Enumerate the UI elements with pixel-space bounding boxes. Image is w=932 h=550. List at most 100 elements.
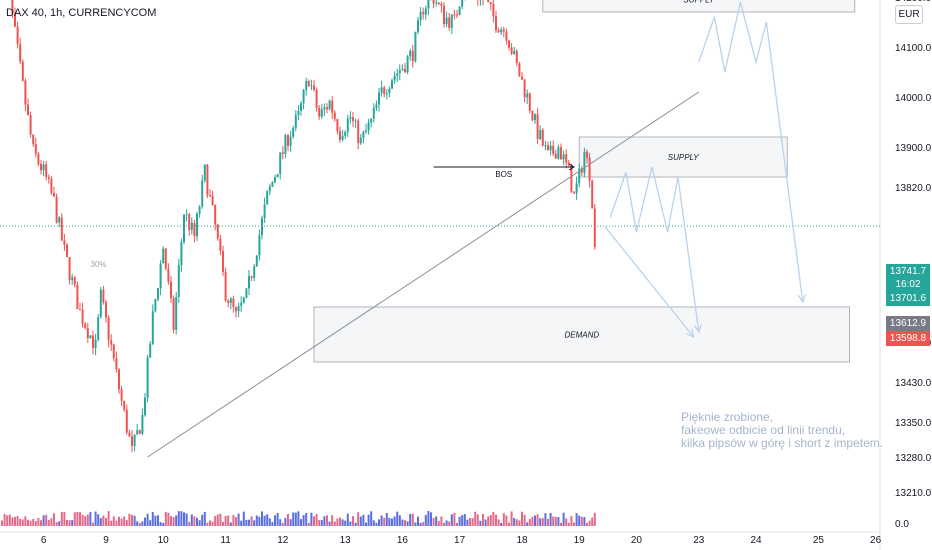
volume-bar <box>573 522 575 526</box>
volume-bar <box>367 514 370 526</box>
candle-body <box>492 3 495 17</box>
volume-bar <box>79 512 81 526</box>
volume-bar <box>63 512 66 526</box>
candle-body <box>131 436 133 446</box>
volume-bar <box>346 513 349 526</box>
volume-bar <box>404 520 406 526</box>
bos-label: BOS <box>495 170 512 179</box>
candle-body <box>276 174 279 178</box>
x-tick-labels: 6 9 10 11 12 13 16 17 18 19 20 23 24 25 26 <box>41 535 882 546</box>
volume-bar <box>196 517 198 526</box>
candle-body <box>297 110 300 115</box>
candle-body <box>157 288 159 300</box>
zones: Untested Supply_________________SUPPLYSU… <box>313 0 856 363</box>
volume-bar <box>508 522 510 526</box>
volume-bar <box>297 511 300 526</box>
candle-body <box>284 135 287 154</box>
candle-body <box>185 214 188 216</box>
volume-bar <box>157 515 159 526</box>
volume-bar <box>578 515 581 526</box>
candle-body <box>547 145 549 151</box>
projection-arrowhead <box>797 294 806 304</box>
volume-bar <box>211 521 214 526</box>
volume-bar <box>484 519 487 526</box>
y-tick-label: 13900.0 <box>895 143 932 154</box>
candle-body <box>211 195 214 205</box>
volume-bar <box>162 522 165 526</box>
candle-body <box>281 152 284 154</box>
candle-body <box>68 257 71 281</box>
volume-bar <box>42 515 45 526</box>
volume-bar <box>274 515 276 526</box>
candle-body <box>393 75 396 81</box>
candle-body <box>227 300 230 303</box>
candle-body <box>245 288 248 298</box>
candle-body <box>240 302 243 306</box>
volume-bar <box>505 515 508 526</box>
candle-body <box>149 343 152 358</box>
candle-body <box>144 397 146 416</box>
volume-bar <box>331 515 334 526</box>
volume-bar <box>105 517 107 526</box>
volume-bar <box>29 520 32 526</box>
volume-bar <box>339 517 341 526</box>
volume-bar <box>183 512 185 526</box>
candle-body <box>141 415 144 434</box>
x-tick-label: 20 <box>631 535 643 546</box>
candles <box>11 0 596 453</box>
volume-bars <box>1 511 596 526</box>
volume-bar <box>534 515 536 526</box>
volume-bar <box>102 515 105 526</box>
candle-body <box>336 119 339 132</box>
bos-arrowhead <box>568 163 575 171</box>
candle-body <box>560 147 562 160</box>
candle-body <box>242 297 245 303</box>
volume-bar <box>45 514 48 526</box>
volume-bar <box>263 515 266 526</box>
projection-arrowhead <box>693 324 702 334</box>
volume-bar <box>232 515 235 526</box>
candle-body <box>383 87 386 94</box>
candle-body <box>575 183 578 194</box>
candle-body <box>118 369 120 390</box>
volume-bar <box>271 522 274 526</box>
volume-bar <box>518 520 521 526</box>
volume-bar <box>115 520 118 526</box>
volume-bar <box>450 514 453 526</box>
candle-body <box>323 107 326 110</box>
projection-path <box>604 226 695 338</box>
candle-body <box>510 47 513 54</box>
volume-bar <box>523 514 526 526</box>
candle-body <box>206 164 209 196</box>
candle-body <box>313 85 315 91</box>
volume-bar <box>258 516 261 526</box>
volume-bar <box>357 512 360 526</box>
candle-body <box>549 145 552 151</box>
volume-bar <box>34 521 37 526</box>
volume-bar <box>193 516 196 526</box>
candle-body <box>567 162 570 165</box>
zone-supply-upper <box>542 0 856 13</box>
volume-bar <box>92 522 94 526</box>
volume-bar <box>456 522 458 526</box>
currency-button[interactable]: EUR <box>895 5 923 24</box>
candle-body <box>164 248 167 269</box>
candle-body <box>593 208 596 247</box>
candle-body <box>588 157 591 181</box>
volume-bar <box>292 512 295 526</box>
candle-body <box>315 90 318 108</box>
volume-bar <box>203 511 206 526</box>
volume-bar <box>123 516 126 526</box>
candle-body <box>518 63 521 77</box>
candle-body <box>289 136 292 146</box>
candle-body <box>79 309 81 311</box>
volume-bar <box>294 512 297 526</box>
candle-body <box>55 196 58 223</box>
volume-bar <box>224 516 227 526</box>
candle-body <box>435 2 438 4</box>
volume-bar <box>89 511 92 526</box>
volume-bar <box>383 517 386 526</box>
volume-bar <box>97 514 100 526</box>
volume-bar <box>497 519 500 526</box>
